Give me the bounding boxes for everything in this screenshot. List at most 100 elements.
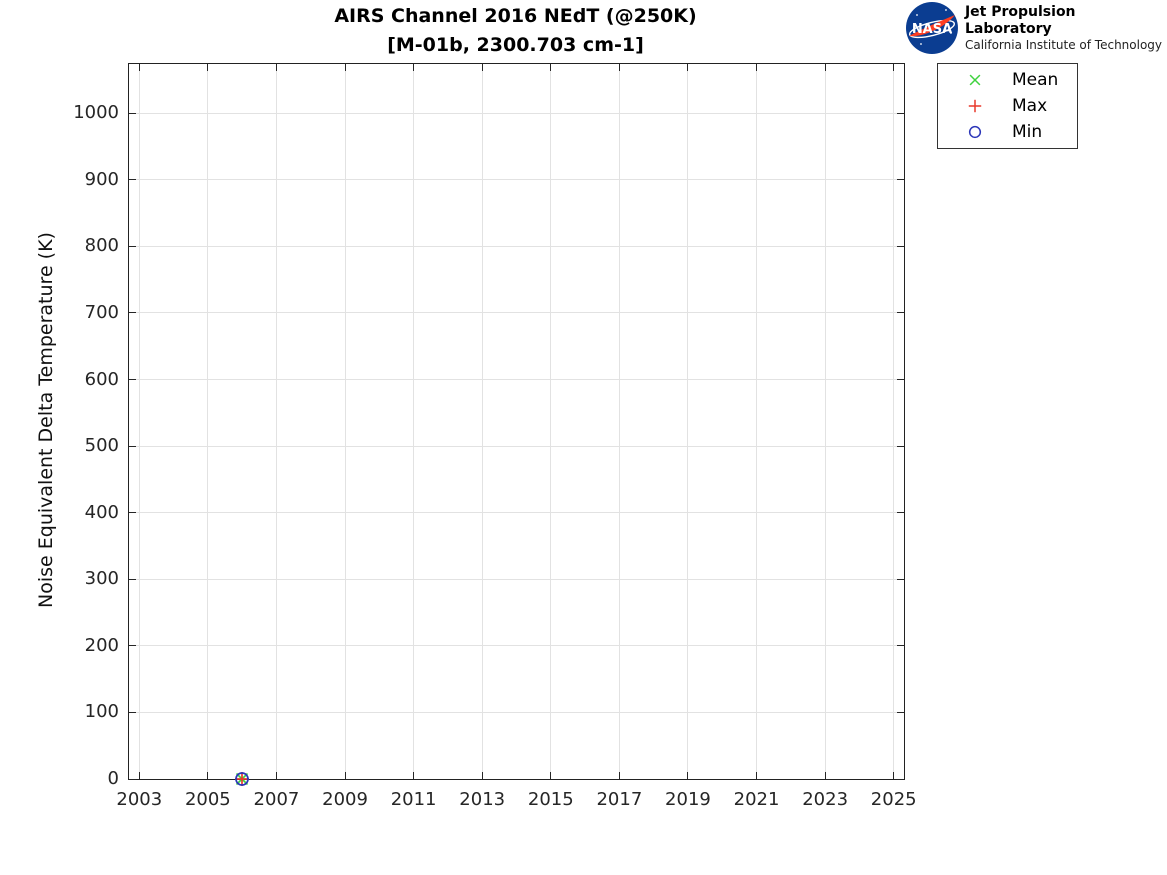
- x-tick-mark: [893, 64, 895, 71]
- y-gridline: [129, 245, 904, 247]
- y-tick-label: 900: [84, 168, 119, 190]
- x-gridline: [687, 64, 689, 779]
- legend-item-mean: Mean: [938, 67, 1077, 93]
- legend-item-min: Min: [938, 119, 1077, 145]
- y-tick-mark: [897, 112, 904, 114]
- x-tick-label: 2015: [527, 789, 574, 810]
- min-marker-icon: [938, 124, 1012, 140]
- jpl-name: Jet Propulsion Laboratory: [964, 3, 1076, 37]
- legend-label-mean: Mean: [1012, 70, 1059, 90]
- x-gridline: [138, 64, 140, 779]
- y-tick-label: 100: [84, 701, 119, 723]
- x-tick-label: 2025: [870, 789, 917, 810]
- x-gridline: [413, 64, 415, 779]
- x-tick-label: 2011: [390, 789, 437, 810]
- y-tick-mark: [897, 312, 904, 314]
- y-gridline: [129, 512, 904, 514]
- x-tick-mark: [481, 772, 483, 779]
- x-tick-label: 2007: [253, 789, 300, 810]
- x-tick-mark: [413, 772, 415, 779]
- y-tick-mark: [897, 179, 904, 181]
- y-gridline: [129, 312, 904, 314]
- x-tick-mark: [893, 772, 895, 779]
- y-gridline: [129, 578, 904, 580]
- x-tick-mark: [687, 772, 689, 779]
- x-tick-mark: [824, 64, 826, 71]
- y-tick-label: 200: [84, 634, 119, 656]
- legend: Mean Max Min: [937, 63, 1078, 149]
- y-gridline: [129, 179, 904, 181]
- y-tick-mark: [897, 379, 904, 381]
- chart-title-line1: AIRS Channel 2016 NEdT (@250K): [334, 5, 697, 27]
- chart-title-line2: [M-01b, 2300.703 cm-1]: [387, 34, 644, 56]
- x-tick-label: 2023: [802, 789, 849, 810]
- x-gridline: [344, 64, 346, 779]
- y-tick-mark: [897, 445, 904, 447]
- x-gridline: [893, 64, 895, 779]
- jpl-logo: NASA Jet Propulsion Laboratory Californi…: [906, 2, 1167, 54]
- x-tick-label: 2005: [184, 789, 231, 810]
- y-tick-mark: [897, 578, 904, 580]
- x-tick-mark: [687, 64, 689, 71]
- x-gridline: [481, 64, 483, 779]
- y-tick-mark: [897, 778, 904, 780]
- x-tick-mark: [275, 772, 277, 779]
- y-gridline: [129, 445, 904, 447]
- y-tick-mark: [129, 578, 136, 580]
- y-tick-mark: [129, 445, 136, 447]
- x-tick-label: 2003: [116, 789, 163, 810]
- max-data-marker-icon: [235, 772, 250, 786]
- legend-label-max: Max: [1012, 96, 1048, 116]
- y-tick-mark: [129, 645, 136, 647]
- x-gridline: [756, 64, 758, 779]
- x-tick-mark: [138, 772, 140, 779]
- chart-title: AIRS Channel 2016 NEdT (@250K) [M-01b, 2…: [128, 2, 903, 60]
- y-tick-label: 1000: [73, 102, 119, 124]
- y-tick-mark: [129, 379, 136, 381]
- y-tick-label: 500: [84, 435, 119, 457]
- y-tick-mark: [129, 179, 136, 181]
- x-tick-label: 2017: [596, 789, 643, 810]
- y-tick-mark: [129, 512, 136, 514]
- y-tick-mark: [897, 711, 904, 713]
- y-tick-label: 800: [84, 235, 119, 257]
- x-tick-mark: [275, 64, 277, 71]
- x-tick-label: 2009: [322, 789, 368, 810]
- legend-item-max: Max: [938, 93, 1077, 119]
- y-tick-label: 300: [84, 568, 119, 590]
- nasa-wordmark: NASA: [912, 22, 952, 37]
- mean-marker-icon: [938, 72, 1012, 88]
- x-tick-mark: [756, 772, 758, 779]
- y-tick-mark: [129, 778, 136, 780]
- y-tick-mark: [897, 645, 904, 647]
- x-tick-label: 2021: [733, 789, 780, 810]
- x-tick-label: 2019: [665, 789, 711, 810]
- y-gridline: [129, 112, 904, 114]
- x-tick-mark: [138, 64, 140, 71]
- x-gridline: [618, 64, 620, 779]
- y-tick-mark: [129, 245, 136, 247]
- x-tick-mark: [344, 772, 346, 779]
- x-gridline: [207, 64, 209, 779]
- min-data-marker-icon: [235, 772, 250, 786]
- x-tick-mark: [344, 64, 346, 71]
- x-tick-mark: [618, 772, 620, 779]
- x-tick-label: 2013: [459, 789, 506, 810]
- x-tick-mark: [207, 772, 209, 779]
- y-tick-label: 700: [84, 301, 119, 323]
- max-marker-icon: [938, 98, 1012, 114]
- jpl-logo-text: Jet Propulsion Laboratory California Ins…: [965, 4, 1167, 53]
- nasa-meatball-icon: NASA: [906, 2, 958, 54]
- caltech-name: California Institute of Technology: [964, 37, 1163, 52]
- x-tick-mark: [413, 64, 415, 71]
- y-tick-label: 400: [84, 501, 119, 523]
- x-tick-mark: [550, 772, 552, 779]
- y-tick-label: 0: [107, 768, 119, 789]
- x-tick-mark: [618, 64, 620, 71]
- y-gridline: [129, 379, 904, 381]
- y-tick-mark: [897, 245, 904, 247]
- y-tick-mark: [897, 512, 904, 514]
- y-gridline: [129, 711, 904, 713]
- x-tick-mark: [756, 64, 758, 71]
- y-tick-mark: [129, 112, 136, 114]
